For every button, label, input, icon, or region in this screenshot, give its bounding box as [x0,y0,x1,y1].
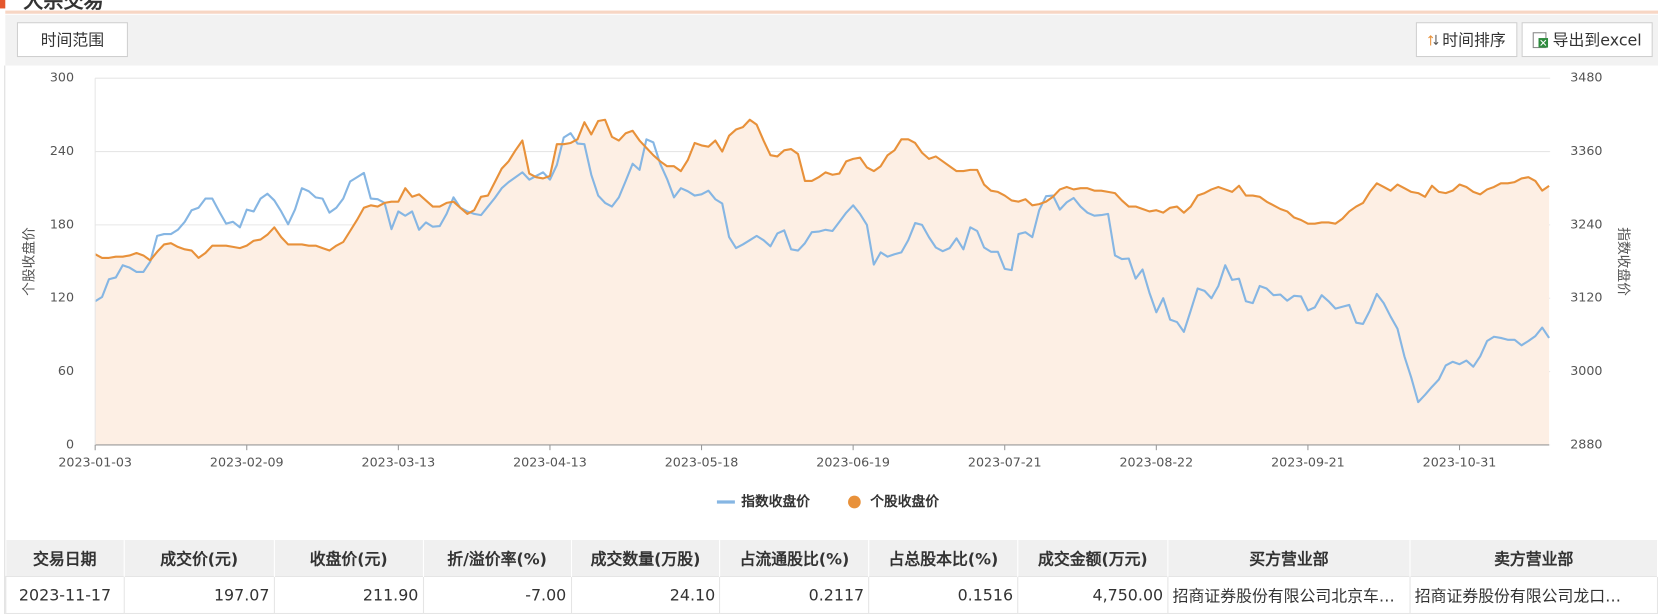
cell: 2023-11-17 [5,575,125,614]
cell: -7.00 [422,575,572,614]
x-tick-label: 2023-09-21 [1271,454,1345,469]
x-tick-label: 2023-05-18 [665,454,739,469]
x-tick-label: 2023-06-19 [816,454,890,469]
y2-tick-label: 3000 [1570,363,1602,378]
header-row: 交易日期 成交价(元) 收盘价(元) 折/溢价率(%) 成交数量(万股) 占流通股比(%)… [5,540,1658,577]
button-label: 时间排序 [1442,30,1506,50]
sort-icon [1428,34,1439,45]
y-tick-label: 0 [66,436,74,451]
title-marker [0,0,6,9]
cell: 197.07 [123,575,275,614]
y-tick-label: 180 [50,216,74,231]
y-tick-label: 60 [58,363,74,378]
section-title: 大宗交易 [23,0,104,13]
legend-symbol [848,495,861,509]
sort-button[interactable]: 时间排序 [1415,22,1518,58]
column-header: 折/溢价率(%) [423,540,572,577]
chart: 0 60 120 180 240 300 2880 3000 3120 3240 3360 3480 个… [21,70,1633,510]
column-header: 成交价(元) [124,540,275,577]
column-header: 买方营业部 [1167,540,1411,577]
x-tick-label: 2023-04-13 [513,454,587,469]
x-tick-label: 2023-01-03 [58,454,132,469]
cell: 招商证券股份有限公司龙口… [1409,575,1658,614]
column-header: 收盘价(元) [274,540,424,577]
excel-icon [1533,31,1549,48]
toolbar: 时间范围 时间排序 导出到excel [5,14,1658,66]
cell: 招商证券股份有限公司北京车… [1167,575,1411,614]
x-tick-label: 2023-07-21 [968,454,1042,469]
y-axis-title: 个股收盘价 [21,227,38,296]
series-line [94,132,1550,404]
series-line [94,118,1550,262]
button-label: 导出到excel [1552,30,1642,50]
cell: 0.2117 [719,575,870,614]
column-header: 交易日期 [5,540,125,577]
column-header: 占总股本比(%) [868,540,1019,577]
y2-axis-title: 指数收盘价 [1615,227,1632,296]
y-tick-label: 240 [50,143,74,158]
legend-label: 个股收盘价 [869,493,939,510]
y2-tick-label: 3240 [1570,216,1602,231]
y2-tick-label: 3120 [1570,290,1602,305]
data-row: 2023-11-17 197.07 211.90 -7.00 24.10 0.2117 0.… [5,575,1658,614]
column-header: 成交金额(万元) [1017,540,1169,577]
column-header: 卖方营业部 [1409,540,1658,577]
cell: 4,750.00 [1017,575,1169,614]
cell: 24.10 [570,575,721,614]
time-range-button[interactable]: 时间范围 [16,22,128,58]
column-header: 成交数量(万股) [571,540,721,577]
x-tick-label: 2023-03-13 [362,454,436,469]
trade-table: 交易日期 成交价(元) 收盘价(元) 折/溢价率(%) 成交数量(万股) 占流通股比(%)… [5,540,1658,614]
column-header: 占流通股比(%) [719,540,870,577]
cell: 211.90 [273,575,424,614]
cell: 0.1516 [868,575,1019,614]
panel-border [4,65,6,614]
y-tick-label: 300 [50,70,74,85]
y2-tick-label: 3360 [1570,143,1602,158]
title-rule [5,10,1658,14]
legend-label: 指数收盘价 [741,493,810,510]
x-tick-label: 2023-02-09 [210,454,284,469]
y-tick-label: 120 [50,290,74,305]
x-tick-label: 2023-10-31 [1423,454,1497,469]
y2-tick-label: 2880 [1570,436,1602,451]
button-label: 时间范围 [40,30,105,50]
export-button[interactable]: 导出到excel [1521,22,1653,58]
x-tick-label: 2023-08-22 [1119,454,1193,469]
y2-tick-label: 3480 [1570,70,1602,85]
area-fill [95,119,1550,445]
